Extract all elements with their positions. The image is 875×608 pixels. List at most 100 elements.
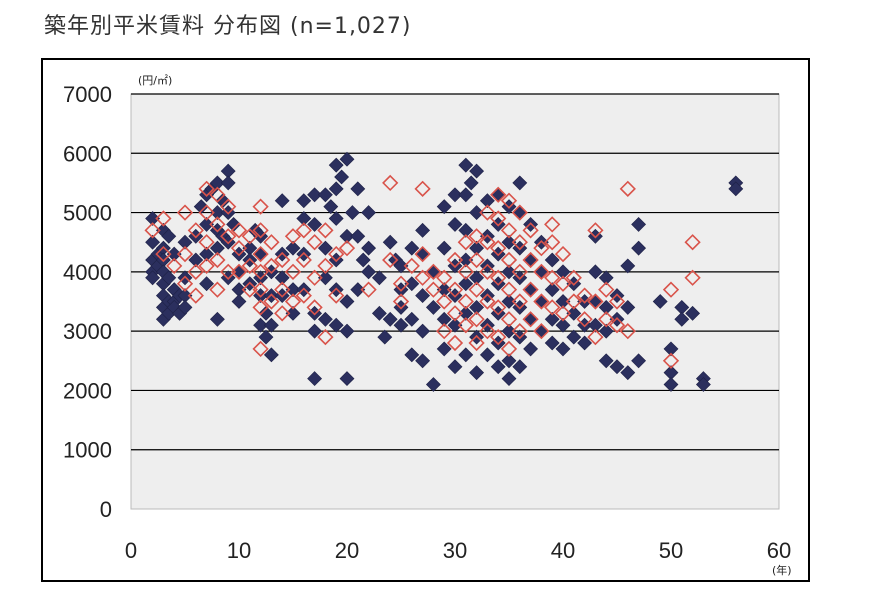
data-point-hollow: [565, 293, 582, 310]
data-point-filled: [436, 341, 452, 357]
x-tick-label: 20: [335, 538, 359, 563]
data-point-filled: [663, 341, 679, 357]
data-point-filled: [361, 205, 377, 220]
data-point-filled: [479, 347, 495, 363]
data-point-hollow: [457, 317, 474, 334]
y-axis-unit-label: (円/㎡): [138, 74, 172, 87]
data-point-filled: [587, 264, 603, 280]
data-point-filled: [263, 347, 279, 363]
data-point-filled: [501, 323, 517, 339]
data-point-hollow: [252, 340, 269, 358]
data-point-hollow: [263, 234, 280, 251]
data-point-hollow: [544, 216, 561, 233]
data-point-hollow: [414, 245, 431, 263]
data-point-filled: [382, 234, 398, 250]
data-point-filled: [307, 217, 323, 232]
data-point-hollow: [468, 251, 485, 269]
data-point-filled: [307, 187, 323, 203]
data-point-filled: [209, 175, 225, 191]
data-point-hollow: [187, 222, 204, 239]
data-point-filled: [566, 305, 582, 321]
data-point-filled: [355, 252, 371, 268]
data-point-filled: [458, 187, 474, 203]
data-point-hollow: [446, 305, 464, 322]
data-point-hollow: [457, 234, 474, 251]
x-tick-label: 0: [125, 538, 137, 563]
data-point-filled: [339, 371, 355, 386]
data-point-filled: [458, 222, 474, 238]
data-point-filled: [382, 311, 398, 327]
data-point-hollow: [252, 263, 269, 280]
data-point-filled: [479, 193, 495, 209]
data-point-filled: [490, 359, 506, 375]
data-point-hollow: [608, 293, 626, 310]
data-point-hollow: [176, 245, 194, 263]
y-tick-label: 7000: [63, 82, 112, 107]
data-point-filled: [166, 246, 182, 262]
data-point-hollow: [457, 293, 474, 310]
data-point-filled: [458, 305, 474, 321]
data-point-filled: [209, 240, 225, 256]
data-point-filled: [258, 305, 274, 321]
y-tick-label: 2000: [63, 378, 112, 403]
data-point-filled: [404, 240, 420, 256]
data-point-filled: [587, 317, 603, 333]
data-point-filled: [371, 270, 387, 286]
data-point-hollow: [662, 352, 680, 369]
data-point-filled: [458, 252, 474, 268]
data-point-filled: [350, 181, 366, 197]
data-point-hollow: [382, 251, 399, 269]
data-point-filled: [447, 187, 463, 203]
data-point-hollow: [274, 251, 291, 269]
data-point-hollow: [317, 257, 334, 275]
data-point-filled: [317, 311, 333, 327]
data-point-hollow: [608, 317, 626, 334]
data-point-filled: [620, 365, 636, 381]
data-point-hollow: [209, 281, 226, 298]
y-tick-label: 6000: [63, 141, 112, 166]
data-point-filled: [598, 323, 614, 339]
data-point-filled: [501, 371, 517, 386]
data-point-filled: [404, 311, 420, 327]
data-point-filled: [350, 282, 366, 298]
data-point-filled: [458, 347, 474, 363]
data-point-hollow: [220, 198, 237, 215]
data-point-filled: [145, 270, 161, 286]
data-point-hollow: [252, 245, 269, 263]
data-point-hollow: [403, 257, 420, 275]
data-point-filled: [145, 234, 161, 250]
data-point-filled: [328, 317, 344, 333]
data-point-filled: [209, 311, 225, 327]
data-point-hollow: [317, 222, 334, 239]
data-point-filled: [544, 335, 560, 351]
data-point-hollow: [241, 281, 258, 298]
data-point-hollow: [662, 281, 680, 298]
data-point-filled: [188, 252, 204, 268]
data-point-hollow: [468, 281, 485, 298]
data-point-filled: [296, 193, 312, 209]
data-point-filled: [436, 199, 452, 215]
data-point-filled: [458, 276, 474, 292]
data-point-filled: [263, 317, 279, 333]
data-point-filled: [177, 300, 193, 315]
data-point-hollow: [295, 251, 312, 269]
data-point-filled: [685, 305, 701, 321]
x-tick-label: 40: [551, 538, 575, 563]
data-point-filled: [458, 157, 474, 173]
data-point-hollow: [533, 263, 550, 280]
data-point-hollow: [446, 251, 464, 269]
data-point-hollow: [414, 269, 431, 286]
data-point-hollow: [295, 222, 312, 239]
data-point-hollow: [511, 293, 528, 310]
data-point-filled: [274, 193, 290, 209]
data-point-hollow: [306, 234, 323, 251]
data-point-hollow: [360, 281, 377, 298]
data-point-filled: [317, 270, 333, 286]
data-point-filled: [544, 252, 560, 268]
x-tick-label: 30: [443, 538, 467, 563]
data-point-filled: [555, 264, 571, 280]
data-point-hollow: [155, 210, 172, 227]
data-point-hollow: [187, 263, 204, 280]
data-point-filled: [415, 222, 431, 238]
